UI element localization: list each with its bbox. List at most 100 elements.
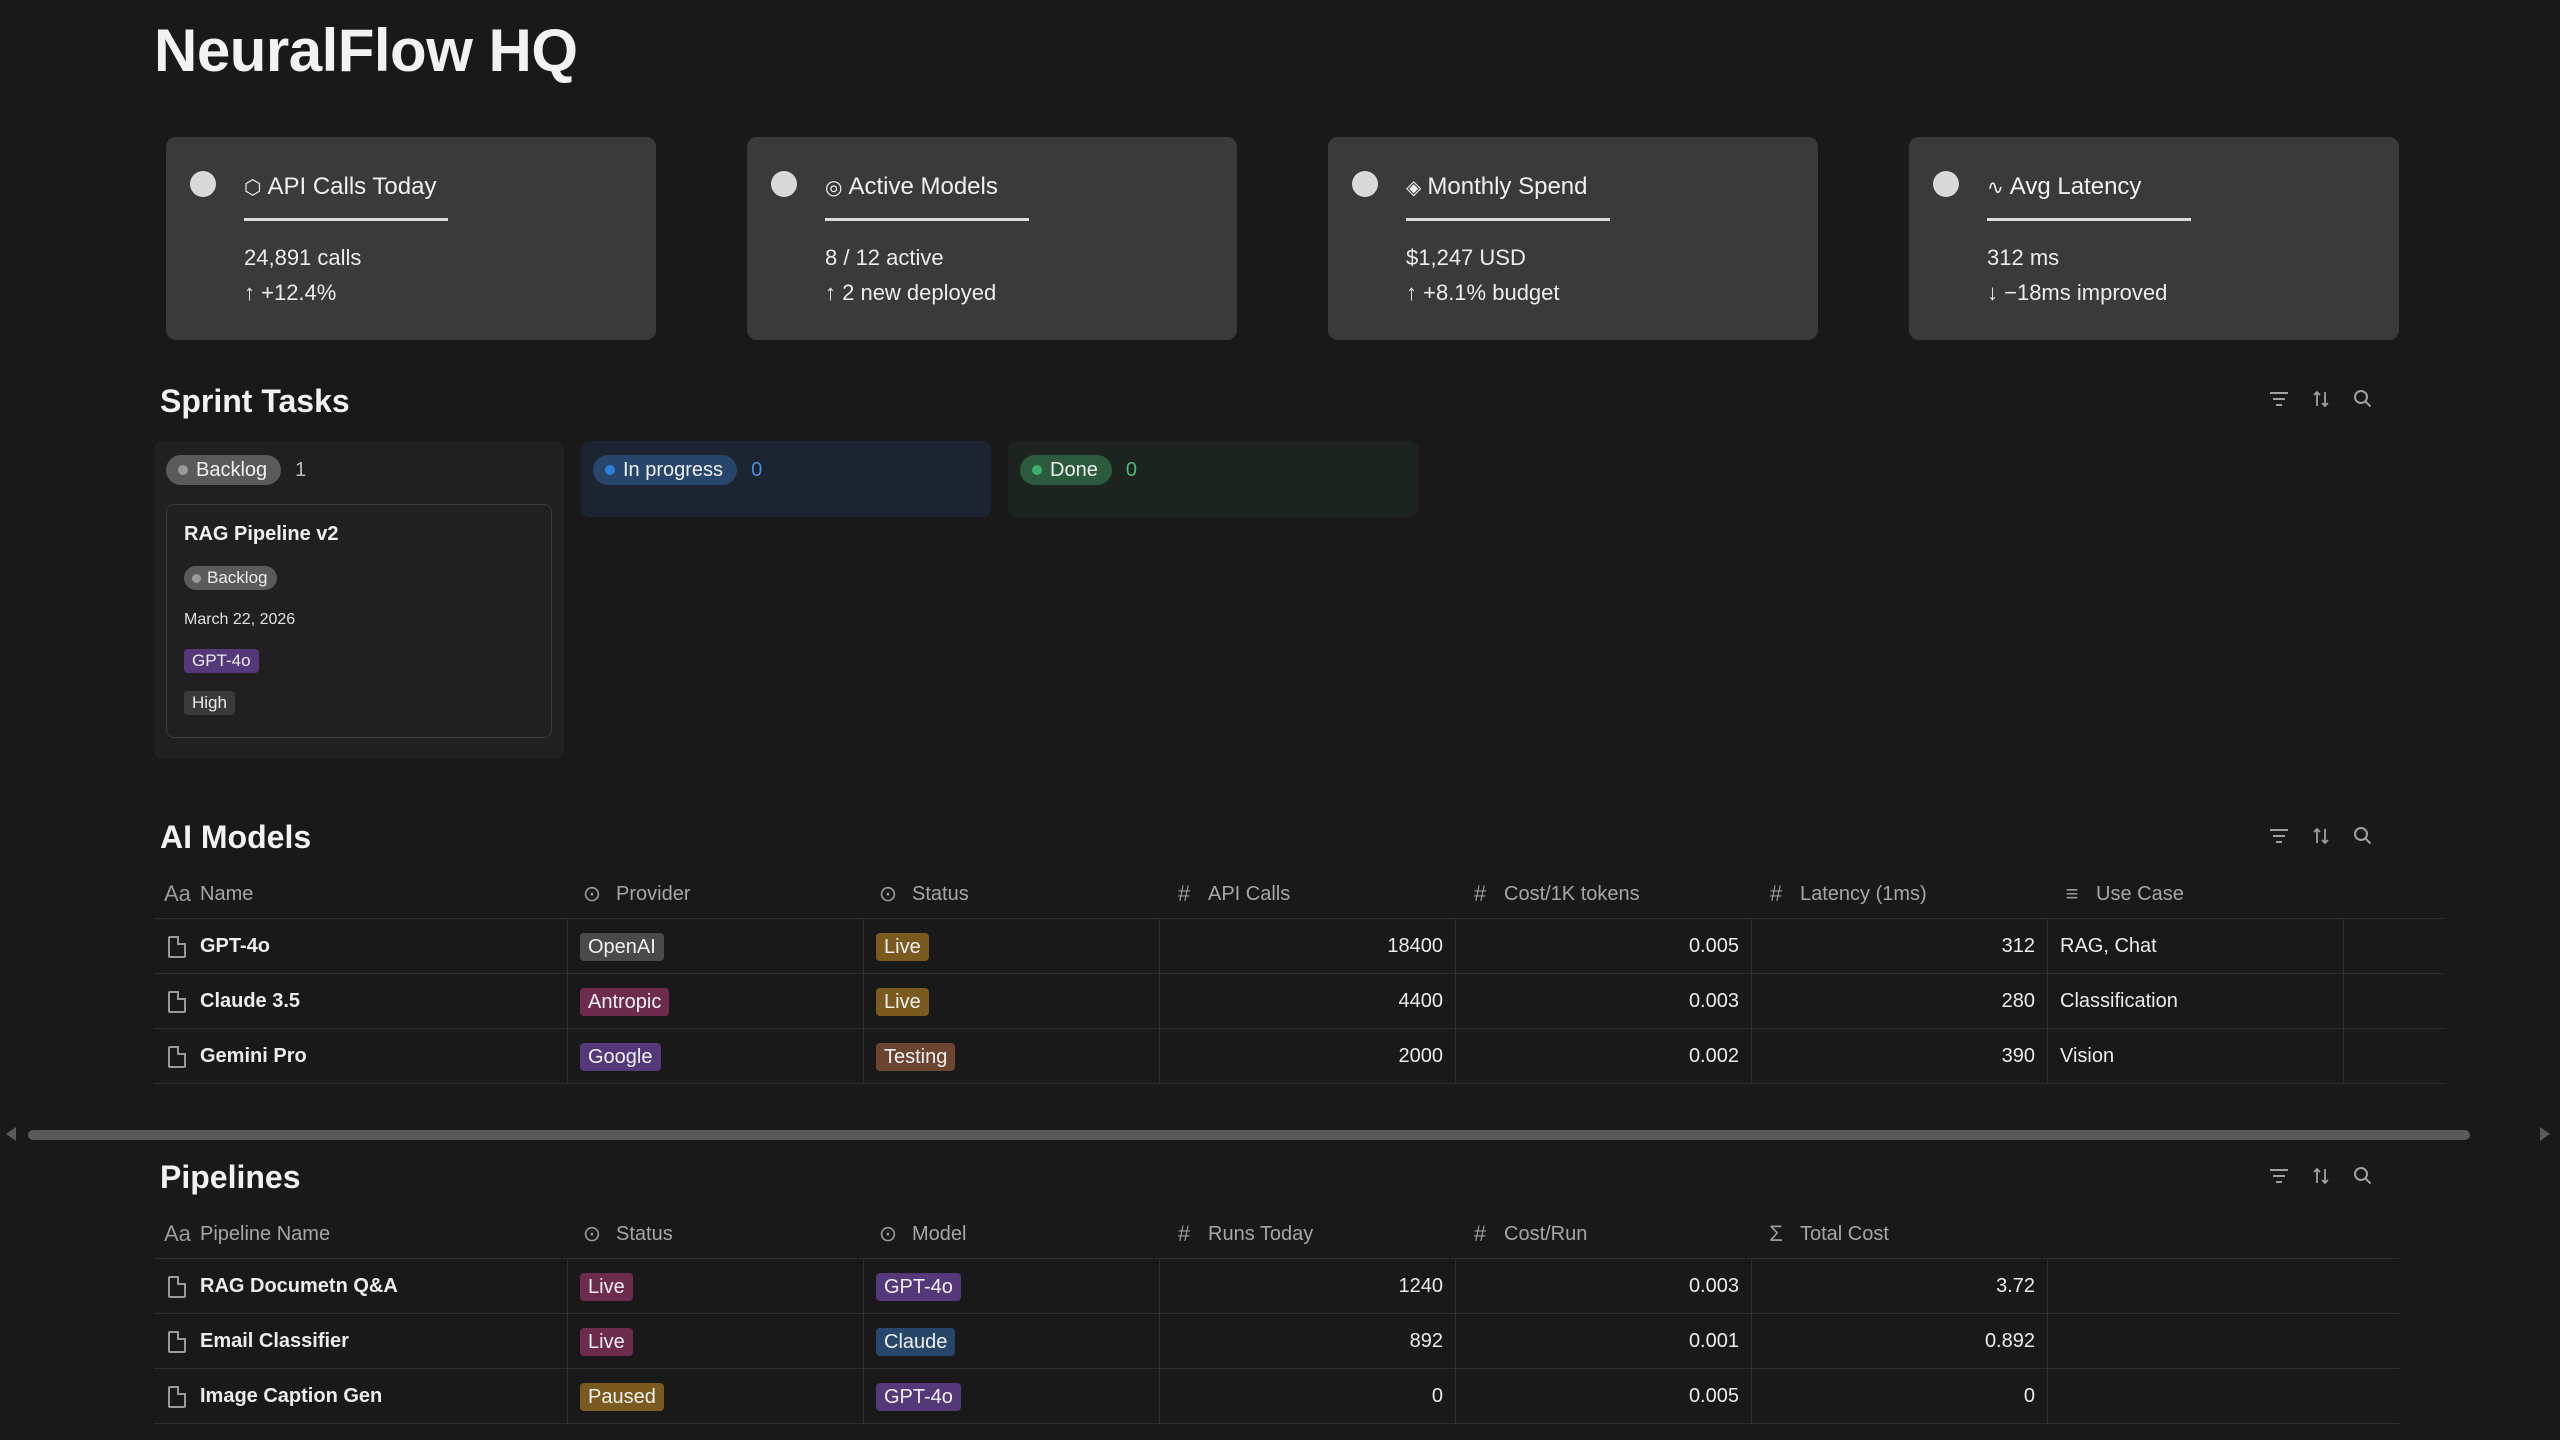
pipelines-table-header: Aa Pipeline Name ⊙ Status ⊙ Model # Runs Tod… bbox=[154, 1214, 2399, 1254]
divider bbox=[244, 218, 448, 221]
divider bbox=[154, 1423, 2399, 1424]
task-date: March 22, 2026 bbox=[184, 611, 296, 628]
stat-card-api-calls[interactable]: ⬡ API Calls Today 24,891 calls ↑ +12.4% bbox=[166, 137, 656, 340]
task-name: RAG Pipeline v2 bbox=[184, 523, 339, 545]
column-header-api-calls[interactable]: # API Calls bbox=[1172, 874, 1290, 914]
api-calls-cell[interactable]: 18400 bbox=[1160, 919, 1456, 974]
latency-cell[interactable]: 280 bbox=[1752, 974, 2048, 1029]
ai-models-title[interactable]: AI Models bbox=[160, 819, 312, 855]
status-dot bbox=[1352, 171, 1378, 197]
stat-card-active-models[interactable]: ◎ Active Models 8 / 12 active ↑ 2 new dep… bbox=[747, 137, 1237, 340]
cost-cell[interactable]: 0.003 bbox=[1456, 974, 1752, 1029]
horizontal-scrollbar[interactable] bbox=[0, 1124, 2560, 1146]
status-chip: Testing bbox=[876, 1042, 956, 1071]
runs-cell[interactable]: 0 bbox=[1160, 1369, 1456, 1424]
column-header-model[interactable]: ⊙ Model bbox=[876, 1214, 967, 1254]
number-type-icon: # bbox=[1177, 881, 1191, 906]
cost-run-cell[interactable]: 0.003 bbox=[1456, 1259, 1752, 1314]
pipeline-name[interactable]: RAG Documetn Q&A bbox=[200, 1275, 398, 1297]
task-card[interactable]: RAG Pipeline v2 Backlog March 22, 2026 G… bbox=[166, 504, 552, 738]
scrollbar-thumb[interactable] bbox=[28, 1130, 2470, 1140]
number-type-icon: # bbox=[1473, 1221, 1487, 1246]
total-cost-cell[interactable]: 3.72 bbox=[1752, 1259, 2048, 1314]
target-icon: ◎ bbox=[825, 177, 843, 199]
sort-icon[interactable] bbox=[2310, 1165, 2332, 1187]
cost-run-cell[interactable]: 0.001 bbox=[1456, 1314, 1752, 1369]
latency-cell[interactable]: 312 bbox=[1752, 919, 2048, 974]
use-case-cell[interactable]: Vision bbox=[2048, 1029, 2344, 1084]
sprint-tasks-title[interactable]: Sprint Tasks bbox=[160, 383, 350, 419]
text-type-icon: Aa bbox=[164, 1221, 191, 1246]
table-row[interactable]: Email Classifier Live Claude 892 0.001 0… bbox=[154, 1313, 2399, 1369]
stat-card-avg-latency[interactable]: ∿ Avg Latency 312 ms ↓ −18ms improved bbox=[1909, 137, 2399, 340]
model-name[interactable]: Gemini Pro bbox=[200, 1045, 307, 1067]
cost-run-cell[interactable]: 0.005 bbox=[1456, 1369, 1752, 1424]
cost-cell[interactable]: 0.002 bbox=[1456, 1029, 1752, 1084]
kanban-column-in-progress[interactable]: In progress 0 bbox=[581, 441, 991, 517]
pipeline-name[interactable]: Email Classifier bbox=[200, 1330, 349, 1352]
sort-icon[interactable] bbox=[2310, 825, 2332, 847]
total-cost-cell[interactable]: 0.892 bbox=[1752, 1314, 2048, 1369]
divider bbox=[1406, 218, 1610, 221]
total-cost-cell[interactable]: 0 bbox=[1752, 1369, 2048, 1424]
column-header-cost-run[interactable]: # Cost/Run bbox=[1468, 1214, 1588, 1254]
pipeline-name[interactable]: Image Caption Gen bbox=[200, 1385, 383, 1407]
scroll-left-arrow-icon[interactable] bbox=[6, 1127, 16, 1141]
runs-cell[interactable]: 1240 bbox=[1160, 1259, 1456, 1314]
column-header-cost[interactable]: # Cost/1K tokens bbox=[1468, 874, 1640, 914]
filter-icon[interactable] bbox=[2268, 1165, 2290, 1187]
status-chip: Live bbox=[580, 1272, 633, 1301]
wave-icon: ∿ bbox=[1987, 177, 2004, 199]
column-header-pipeline-name[interactable]: Aa Pipeline Name bbox=[164, 1221, 331, 1246]
search-icon[interactable] bbox=[2352, 388, 2374, 410]
cost-cell[interactable]: 0.005 bbox=[1456, 919, 1752, 974]
page-icon bbox=[168, 935, 186, 958]
model-name[interactable]: Claude 3.5 bbox=[200, 990, 301, 1012]
filter-icon[interactable] bbox=[2268, 388, 2290, 410]
page-icon bbox=[168, 1330, 186, 1353]
api-calls-cell[interactable]: 2000 bbox=[1160, 1029, 1456, 1084]
table-row[interactable]: RAG Documetn Q&A Live GPT-4o 1240 0.003 … bbox=[154, 1258, 2399, 1314]
column-header-latency[interactable]: # Latency (1ms) bbox=[1764, 874, 1927, 914]
column-header-runs-today[interactable]: # Runs Today bbox=[1172, 1214, 1313, 1254]
search-icon[interactable] bbox=[2352, 825, 2374, 847]
latency-cell[interactable]: 390 bbox=[1752, 1029, 2048, 1084]
status-dot bbox=[190, 171, 216, 197]
pipelines-title[interactable]: Pipelines bbox=[160, 1159, 301, 1195]
use-case-cell[interactable]: Classification bbox=[2048, 974, 2344, 1029]
page-icon bbox=[168, 1275, 186, 1298]
table-row[interactable]: GPT-4o OpenAI Live 18400 0.005 312 RAG, … bbox=[154, 918, 2444, 974]
table-row[interactable]: Claude 3.5 Antropic Live 4400 0.003 280 … bbox=[154, 973, 2444, 1029]
number-type-icon: # bbox=[1177, 1221, 1191, 1246]
column-header-total-cost[interactable]: Σ Total Cost bbox=[1764, 1214, 1889, 1254]
column-count: 0 bbox=[1125, 458, 1137, 481]
done-pill[interactable]: Done bbox=[1020, 455, 1112, 485]
runs-cell[interactable]: 892 bbox=[1160, 1314, 1456, 1369]
column-header-use-case[interactable]: ≡ Use Case bbox=[2060, 874, 2184, 914]
use-case-cell[interactable]: RAG, Chat bbox=[2048, 919, 2344, 974]
scroll-right-arrow-icon[interactable] bbox=[2540, 1127, 2550, 1141]
table-row[interactable]: Image Caption Gen Paused GPT-4o 0 0.005 … bbox=[154, 1368, 2399, 1424]
status-dot bbox=[1933, 171, 1959, 197]
backlog-pill[interactable]: Backlog bbox=[166, 455, 282, 485]
model-chip: GPT-4o bbox=[876, 1272, 961, 1301]
model-name[interactable]: GPT-4o bbox=[200, 935, 271, 957]
api-calls-cell[interactable]: 4400 bbox=[1160, 974, 1456, 1029]
column-header-provider[interactable]: ⊙ Provider bbox=[580, 874, 691, 914]
filter-icon[interactable] bbox=[2268, 825, 2290, 847]
number-type-icon: # bbox=[1473, 881, 1487, 906]
table-row[interactable]: Gemini Pro Google Testing 2000 0.002 390… bbox=[154, 1028, 2444, 1084]
column-header-status[interactable]: ⊙ Status bbox=[876, 874, 969, 914]
kanban-column-done[interactable]: Done 0 bbox=[1008, 441, 1418, 517]
hexagon-icon: ⬡ bbox=[244, 177, 262, 199]
task-priority-tag: High bbox=[184, 691, 235, 715]
stat-card-monthly-spend[interactable]: ◈ Monthly Spend $1,247 USD ↑ +8.1% budget bbox=[1328, 137, 1818, 340]
column-header-name[interactable]: Aa Name bbox=[164, 881, 254, 906]
search-icon[interactable] bbox=[2352, 1165, 2374, 1187]
column-header-status[interactable]: ⊙ Status bbox=[580, 1214, 673, 1254]
in-progress-pill[interactable]: In progress bbox=[593, 455, 738, 485]
sort-icon[interactable] bbox=[2310, 388, 2332, 410]
divider bbox=[154, 1083, 2444, 1084]
status-dot bbox=[771, 171, 797, 197]
